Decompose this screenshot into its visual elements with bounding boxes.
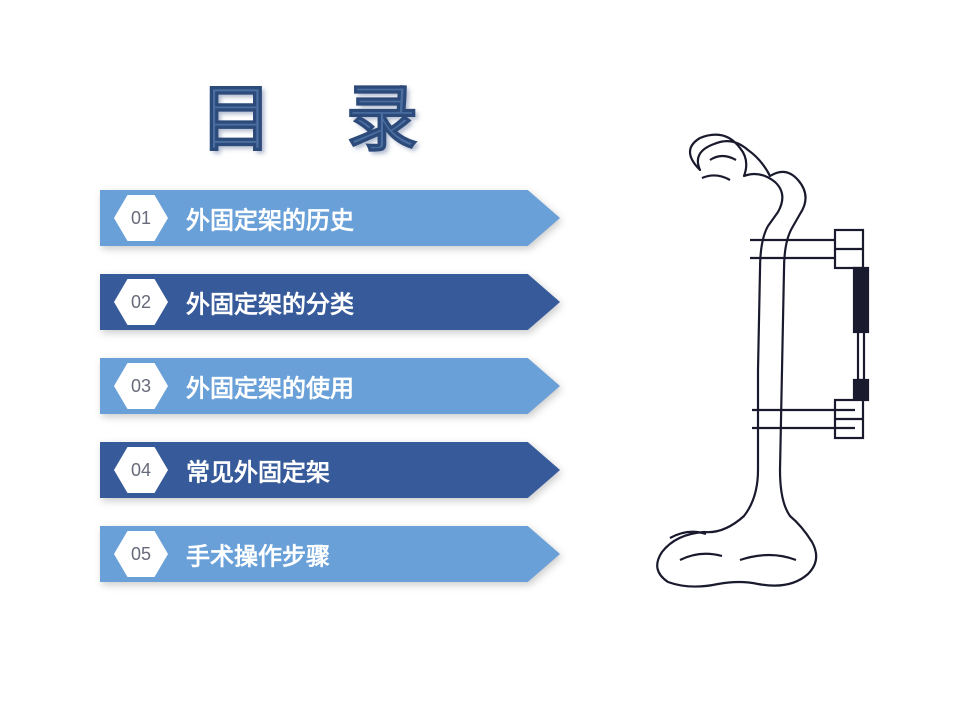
- toc-item-05: 05 手术操作步骤: [100, 526, 580, 582]
- toc-item-02: 02 外固定架的分类: [100, 274, 580, 330]
- toc-bar: [100, 442, 560, 498]
- toc-item-01: 01 外固定架的历史: [100, 190, 580, 246]
- toc-label: 常见外固定架: [186, 453, 330, 488]
- toc-label: 外固定架的分类: [186, 285, 354, 320]
- femur-fixator-icon: [640, 130, 900, 590]
- page-title: 目 录: [200, 60, 446, 165]
- toc-item-03: 03 外固定架的使用: [100, 358, 580, 414]
- toc-list: 01 外固定架的历史 02 外固定架的分类 03 外固定架的使用 04 常见外固…: [100, 190, 580, 610]
- femur-fixator-illustration: [640, 130, 900, 590]
- toc-label: 手术操作步骤: [186, 537, 330, 572]
- toc-item-04: 04 常见外固定架: [100, 442, 580, 498]
- toc-label: 外固定架的使用: [186, 369, 354, 404]
- toc-label: 外固定架的历史: [186, 201, 354, 236]
- toc-bar: [100, 526, 560, 582]
